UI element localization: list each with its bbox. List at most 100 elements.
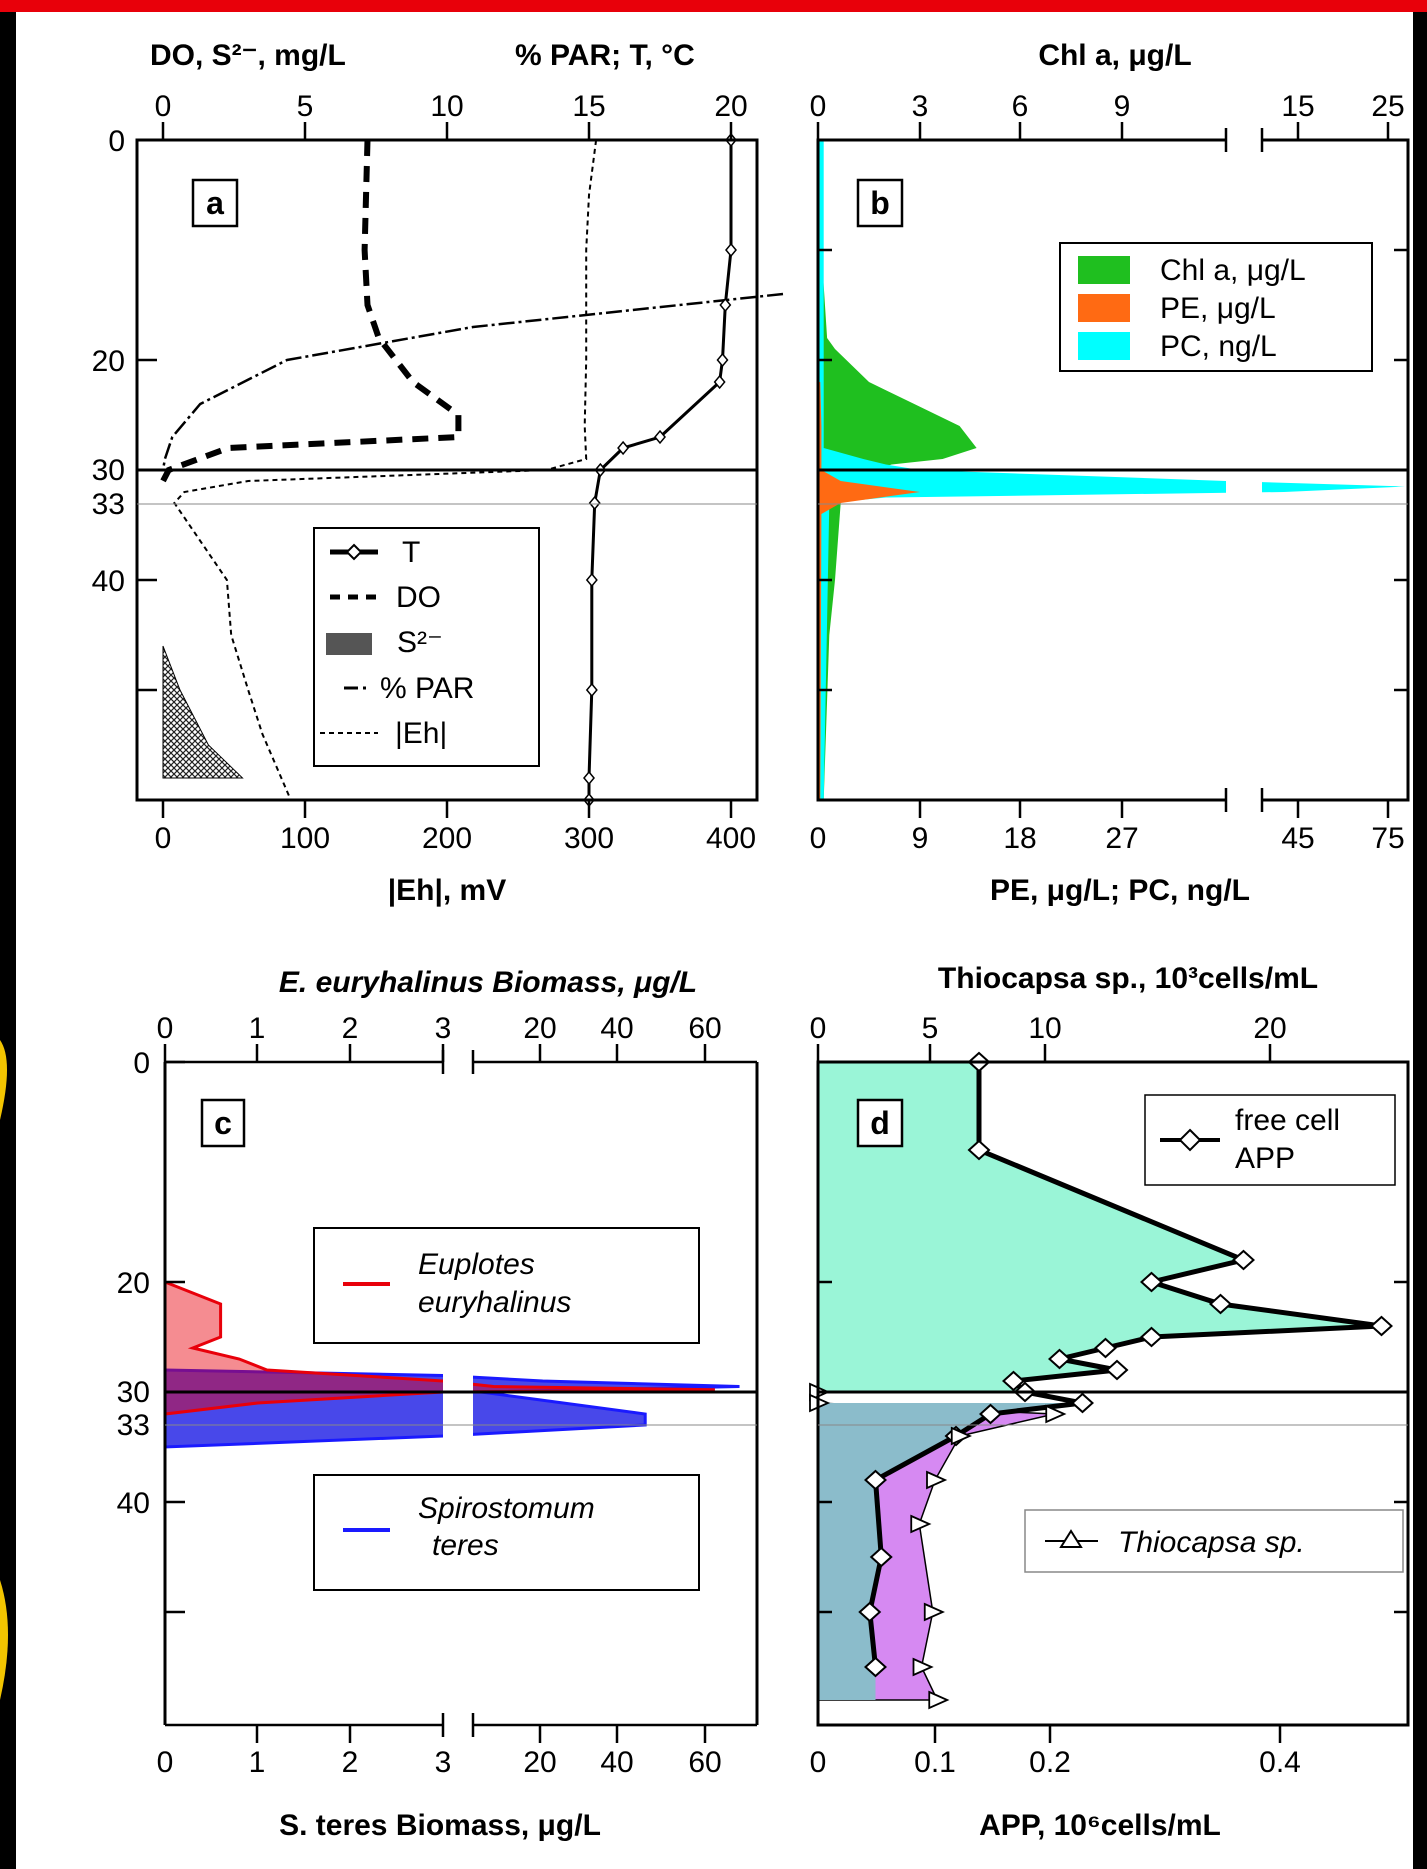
panel-d-legend-thiocapsa: Thiocapsa sp. [1024, 1509, 1404, 1573]
t-point [713, 374, 726, 390]
right-frame-bar [1413, 12, 1427, 1869]
panel-b-top-axis: 0 3 6 9 15 25 Chl a, μg/L [810, 39, 1408, 155]
panel-c: 0 20 30 33 40 0 1 2 3 20 40 60 E. euryha… [117, 966, 759, 1842]
panel-b-top-title: Chl a, μg/L [1038, 39, 1191, 72]
app-point [1002, 1370, 1025, 1392]
panel-d-plot [809, 1051, 1393, 1710]
top-tick-label: 0 [810, 1012, 827, 1045]
panel-d-top-axis: 0 5 10 20 Thiocapsa sp., 10³cells/mL [810, 962, 1318, 1062]
panel-c-top-title: E. euryhalinus Biomass, μg/L [279, 966, 697, 999]
app-area-upper [818, 1062, 1382, 1392]
bottom-tick-label: 1 [249, 1746, 266, 1779]
t-point [585, 572, 598, 588]
panel-c-bottom-axis: 0 1 2 3 20 40 60 S. teres Biomass, μg/L [157, 1725, 722, 1842]
panel-a-plot [160, 132, 784, 808]
panel-d-bottom-axis: 0 0.1 0.2 0.4 APP, 10⁶cells/mL [810, 1725, 1301, 1842]
thiocapsa-point [910, 1514, 932, 1534]
t-point [716, 352, 729, 368]
panel-d-legend-app: free cell APP [1144, 1094, 1396, 1186]
app-point [1048, 1348, 1071, 1370]
bottom-tick-label: 3 [435, 1746, 452, 1779]
y-tick-label: 33 [92, 488, 125, 521]
top-tick-label: 15 [1281, 90, 1314, 123]
panel-b-bottom-axis: 0 9 18 27 45 75 PE, μg/L; PC, ng/L [810, 785, 1408, 907]
left-frame-bar [0, 12, 16, 1869]
bottom-tick-label: 0.1 [914, 1746, 956, 1779]
panel-d-y-ticks [818, 1060, 1408, 1614]
top-tick-label: 0 [157, 1012, 174, 1045]
app-point [869, 1546, 893, 1568]
thiocapsa-point [912, 1657, 934, 1677]
top-tick-label: 3 [912, 90, 929, 123]
top-tick-label: 10 [430, 90, 463, 123]
top-tick-label: 25 [1371, 90, 1404, 123]
app-point [1140, 1326, 1163, 1348]
panel-d: 0 5 10 20 Thiocapsa sp., 10³cells/mL 0 0… [809, 962, 1410, 1842]
legend-s2: S²⁻ [397, 626, 443, 659]
top-tick-label: 5 [297, 90, 314, 123]
panel-b: 0 3 6 9 15 25 Chl a, μg/L 0 9 18 27 45 7… [810, 39, 1410, 907]
y-tick-label: 30 [117, 1376, 150, 1409]
bottom-tick-label: 2 [342, 1746, 359, 1779]
legend-spirostomum-1: Spirostomum [418, 1492, 595, 1525]
y-tick-label: 30 [92, 454, 125, 487]
sulfide-area [162, 645, 244, 779]
panel-d-label: d [870, 1105, 890, 1141]
y-tick-label: 20 [117, 1267, 150, 1300]
bottom-tick-label: 0.2 [1029, 1746, 1071, 1779]
legend-euplotes-2: euryhalinus [418, 1286, 571, 1319]
panel-b-bottom-title: PE, μg/L; PC, ng/L [990, 874, 1250, 907]
legend-t: T [402, 536, 420, 569]
panel-d-bottom-title: APP, 10⁶cells/mL [979, 1809, 1221, 1842]
top-tick-label: 1 [249, 1012, 266, 1045]
t-point [585, 682, 598, 698]
bottom-tick-label: 18 [1003, 822, 1036, 855]
thiocapsa-point [950, 1426, 972, 1446]
panel-a-label: a [206, 185, 224, 221]
y-tick-label: 33 [117, 1409, 150, 1442]
top-tick-label: 15 [572, 90, 605, 123]
top-tick-label: 5 [922, 1012, 939, 1045]
panel-b-legend: Chl a, μg/L PE, μg/L PC, ng/L [1059, 242, 1373, 372]
app-point [1209, 1293, 1232, 1315]
top-tick-label: 9 [1114, 90, 1131, 123]
panel-a-top-axis: 0 5 10 15 20 DO, S²⁻, mg/L % PAR; T, °C [150, 39, 748, 140]
panel-a-bottom-title: |Eh|, mV [388, 874, 506, 907]
t-point [588, 495, 601, 511]
side-glyph-2 [0, 1580, 8, 1700]
top-tick-label: 0 [810, 90, 827, 123]
top-tick-label: 60 [688, 1012, 721, 1045]
legend-do: DO [396, 581, 441, 614]
do-line [160, 139, 462, 483]
app-point [1071, 1392, 1094, 1414]
app-point [1105, 1359, 1129, 1381]
legend-eh: |Eh| [395, 717, 447, 750]
top-tick-label: 20 [523, 1012, 556, 1045]
top-tick-label: 10 [1028, 1012, 1061, 1045]
top-frame-bar [0, 0, 1427, 12]
app-point [864, 1469, 887, 1491]
panel-d-top-title: Thiocapsa sp., 10³cells/mL [938, 962, 1318, 995]
bottom-tick-label: 0 [155, 822, 172, 855]
t-point [654, 429, 666, 445]
legend-free-cell: free cell [1235, 1104, 1340, 1137]
legend-pc: PC, ng/L [1160, 330, 1277, 363]
panel-c-bottom-title: S. teres Biomass, μg/L [279, 1809, 601, 1842]
top-tick-label: 0 [155, 90, 172, 123]
y-tick-label: 0 [133, 1047, 150, 1080]
bottom-tick-label: 0.4 [1259, 1746, 1301, 1779]
app-point [1232, 1249, 1255, 1271]
t-point [725, 242, 737, 258]
top-tick-label: 3 [435, 1012, 452, 1045]
thiocapsa-point [926, 1470, 948, 1490]
panel-c-legend-spirostomum: Spirostomum teres [313, 1474, 700, 1591]
app-point [979, 1403, 1002, 1425]
legend-app: APP [1235, 1142, 1295, 1175]
t-point [583, 770, 595, 786]
legend-thiocapsa: Thiocapsa sp. [1118, 1526, 1305, 1559]
top-tick-label: 2 [342, 1012, 359, 1045]
t-point [617, 440, 630, 456]
top-tick-label: 40 [600, 1012, 633, 1045]
t-point [719, 297, 732, 313]
thiocapsa-point [928, 1690, 950, 1710]
